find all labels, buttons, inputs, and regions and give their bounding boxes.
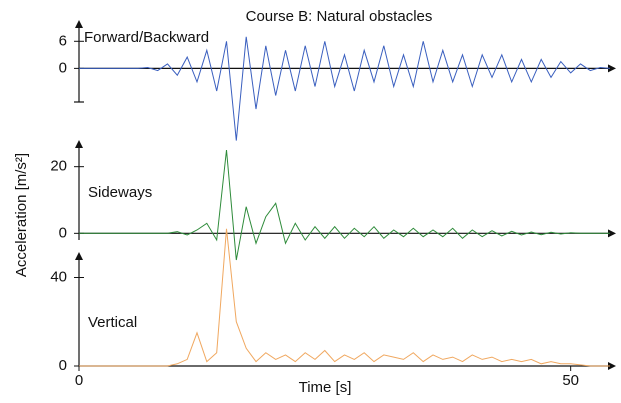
x-axis-arrow (608, 64, 616, 73)
series-name: Sideways (88, 184, 152, 201)
series-line (79, 149, 610, 261)
y-tick-label: 40 (50, 268, 67, 285)
x-axis-arrow (608, 362, 616, 370)
chart-title: Course B: Natural obstacles (246, 8, 433, 25)
y-tick-label: 0 (59, 59, 67, 76)
series-line (79, 36, 611, 141)
x-tick-label: 50 (562, 372, 579, 389)
y-tick-label: 6 (59, 32, 67, 49)
x-tick-label: 0 (75, 372, 83, 389)
y-tick-label: 0 (59, 357, 67, 374)
y-tick-label: 0 (59, 224, 67, 241)
series-name: Forward/Backward (84, 29, 209, 46)
y-tick-label: 20 (50, 158, 67, 175)
y-axis-arrow (75, 252, 83, 260)
y-axis-label: Acceleration [m/s²] (13, 153, 30, 277)
series-line (79, 228, 610, 367)
x-axis-label: Time [s] (299, 379, 352, 396)
y-axis-arrow (75, 140, 83, 148)
x-axis-arrow (608, 229, 616, 238)
y-axis-arrow (75, 20, 83, 28)
series-name: Vertical (88, 314, 137, 331)
